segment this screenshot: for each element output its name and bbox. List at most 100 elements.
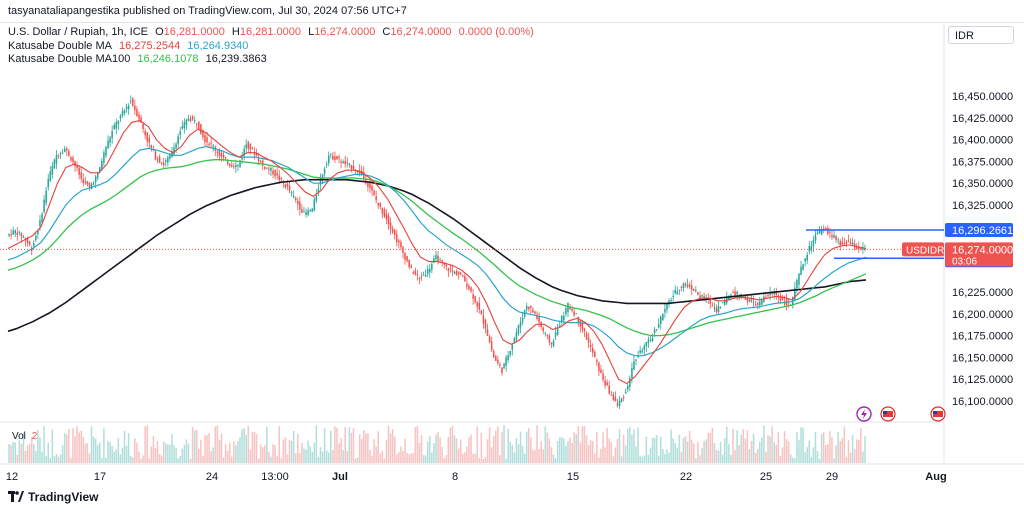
volume-bar [703,440,705,463]
candle-body [346,162,349,164]
candle-body [140,117,142,123]
volume-bar [354,458,357,463]
volume-bar [307,440,309,463]
candle-body [307,210,309,215]
volume-bar [280,458,283,463]
volume-bar [466,446,468,463]
volume-bar [179,456,181,463]
volume-bar [198,448,200,463]
volume-bar [266,426,268,463]
x-tick-label: Jul [332,471,348,483]
tradingview-brand[interactable]: TradingView [8,490,98,504]
volume-bar [208,433,210,463]
candle-body [431,263,433,270]
volume-bar [385,439,388,463]
current-price-text: 16,274.0000 [952,244,1013,256]
publisher-line: tasyanataliapangestika published on Trad… [8,5,407,17]
volume-bar [759,441,761,463]
candle-body [16,232,19,235]
volume-bar [627,428,629,463]
ma100-fast-line [7,159,867,337]
candle-body [379,202,382,207]
indicator-line-1[interactable]: Katusabe Double MA 16,275.2544 16,264.93… [8,40,252,52]
candle-body [577,316,580,323]
volume-bar [311,451,313,463]
currency-selector[interactable]: IDR [948,26,1014,44]
symbol-name[interactable]: U.S. Dollar / Rupiah, 1h, ICE [8,26,149,38]
candle-body [315,195,318,201]
volume-bar [336,427,338,463]
y-tick-label: 16,225.0000 [952,287,1013,299]
candle-body [352,165,355,170]
volume-bar [237,440,239,463]
volume-bar [305,449,307,463]
volume-bar [156,441,159,463]
volume-bar [315,425,318,463]
volume-bar [503,425,505,463]
candle-body [255,152,258,156]
volume-bar [327,452,330,463]
volume-bar [464,452,466,463]
candle-body [249,143,252,150]
candle-body [837,239,839,241]
volume-bar [152,435,155,463]
volume-bar [14,442,16,463]
low-label: L [308,26,315,38]
volume-bar [734,449,736,463]
volume-bar [610,442,613,463]
candle-body [80,172,82,179]
volume-bar [352,428,355,463]
candle-body [435,254,437,260]
candle-body [113,125,115,130]
candle-body [573,311,575,316]
volume-bar [88,453,91,463]
volume-bar [806,447,808,463]
volume-bar [195,429,198,463]
volume-bar [74,436,76,463]
volume-bar [583,426,586,463]
volume-bar [752,433,755,463]
volume-bar [107,440,109,463]
candle-body [309,210,311,212]
indicator-line-2[interactable]: Katusabe Double MA100 16,246.1078 16,239… [8,53,271,65]
volume-bar [736,430,738,463]
candle-body [400,241,402,248]
candle-body [532,309,534,313]
candle-body [845,242,848,244]
volume-bar [123,430,126,463]
volume-bar [462,453,464,463]
volume-bar [47,443,49,463]
volume-bar [721,454,724,463]
volume-bar [596,432,598,463]
volume-bar [542,449,544,463]
candle-body [752,301,755,303]
candle-body [321,174,324,179]
candle-body [606,382,608,386]
candle-body [575,313,577,315]
current-price-tag [945,242,1013,267]
volume-bar [433,443,435,463]
volume-bar [635,446,637,463]
volume-bar [651,437,654,463]
volume-bar [245,435,247,463]
candle-body [57,155,60,157]
volume-bar [771,426,773,463]
volume-bar [239,437,241,463]
volume-bar [532,449,534,463]
candle-body [398,240,400,243]
volume-bar [573,432,575,463]
indicator-value-1: 16,246.1078 [137,53,199,65]
volume-bar [18,440,21,463]
volume-bar [313,442,316,463]
volume-bar [802,427,804,463]
candle-body [272,170,274,175]
countdown-text: 03:06 [952,256,977,267]
candle-body [204,135,206,143]
candle-body [396,234,398,242]
candle-body [717,305,720,313]
candle-body [115,122,118,129]
indicator-name: Katusabe Double MA100 [8,53,131,65]
candle-body [457,271,460,275]
candle-body [165,160,167,163]
